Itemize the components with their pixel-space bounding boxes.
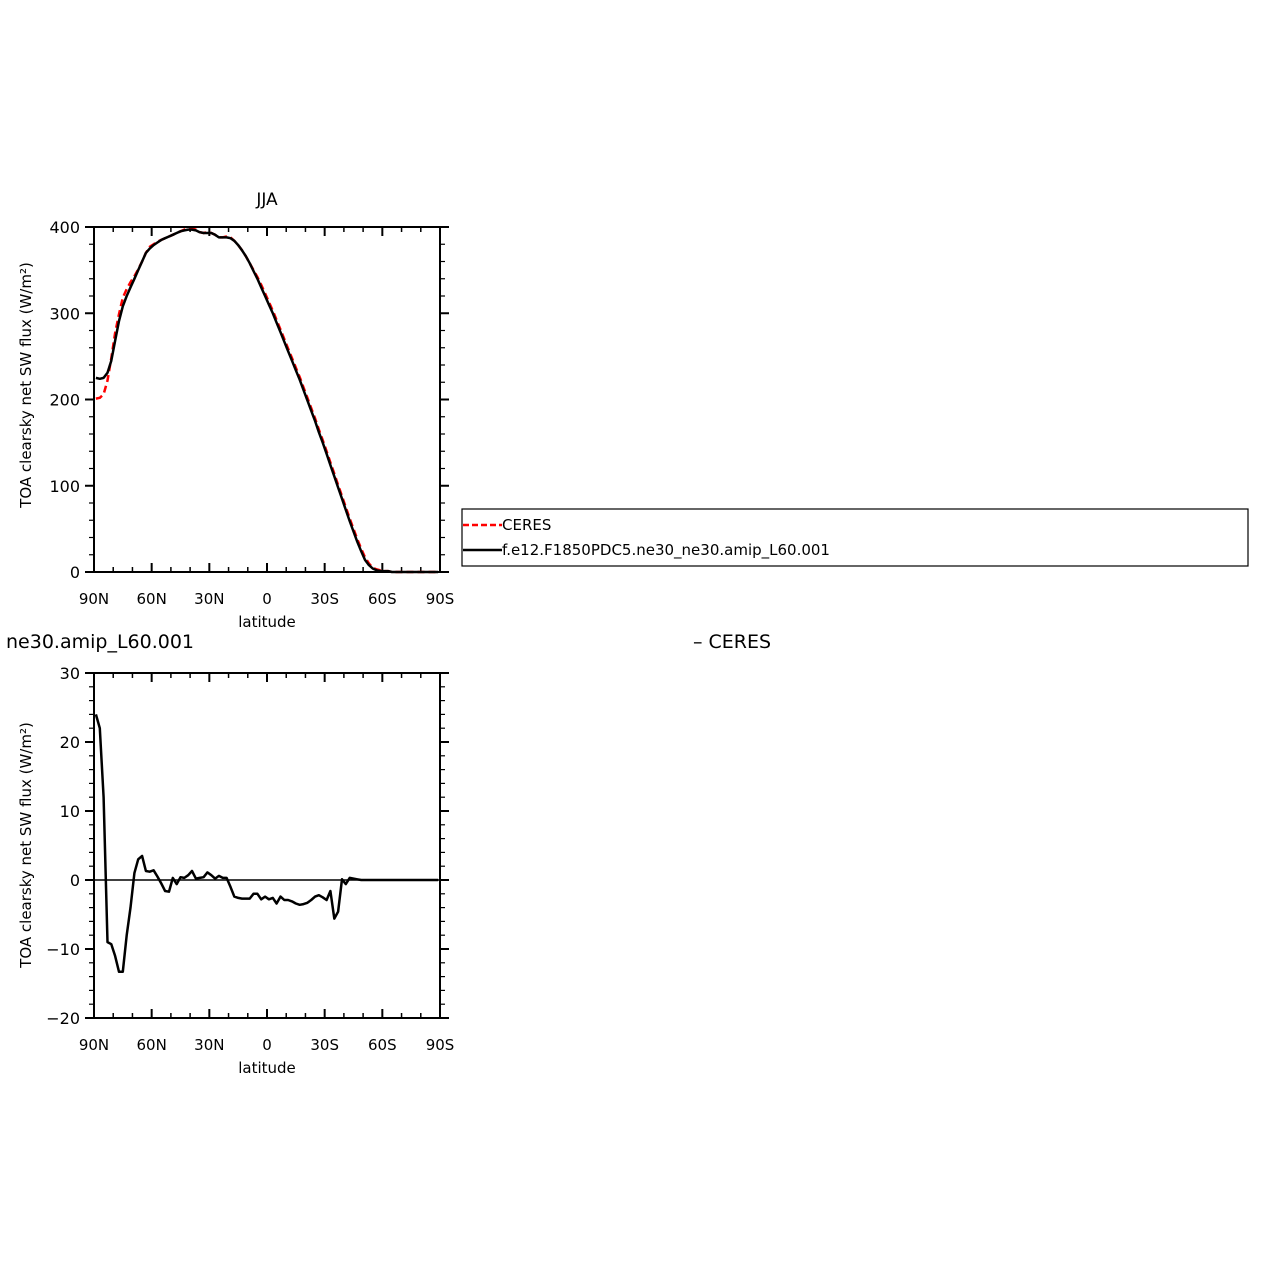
- bottom-y-tick-label: 0: [70, 871, 80, 890]
- legend-ceres-label: CERES: [502, 516, 551, 534]
- bottom-plot-frame: [93, 672, 441, 1019]
- top-x-tick-label: 0: [262, 590, 272, 608]
- top-x-axis-label: latitude: [238, 613, 296, 631]
- bottom-x-tick-label: 30N: [194, 1036, 224, 1054]
- top-x-tick-label: 60N: [137, 590, 167, 608]
- legend-box: [461, 508, 1249, 567]
- bottom-x-tick-label: 90N: [79, 1036, 109, 1054]
- top-x-tick-label: 60S: [368, 590, 397, 608]
- top-panel: JJA TOA clearsky net SW flux (W/m²) lati…: [17, 190, 454, 631]
- bottom-x-tick-label: 0: [262, 1036, 272, 1054]
- bottom-y-tick-label: 30: [60, 664, 80, 683]
- top-series-line-ceres: [95, 227, 439, 574]
- bottom-y-tick-label: 10: [60, 802, 80, 821]
- bottom-x-tick-label: 90S: [426, 1036, 455, 1054]
- top-plot-frame: [93, 226, 441, 573]
- bottom-x-axis-label: latitude: [238, 1059, 296, 1077]
- bottom-axis-ticks: 90N 60N 30N 0 30S 60S 90S −20 −10 0 10 20 30: [46, 664, 454, 1054]
- top-y-tick-label: 400: [49, 218, 80, 237]
- top-x-tick-label: 30N: [194, 590, 224, 608]
- top-axis-ticks: 90N 60N 30N 0 30S 60S 90S 0 100 200 300 400: [49, 218, 454, 608]
- bottom-x-tick-label: 60S: [368, 1036, 397, 1054]
- top-x-tick-label: 90N: [79, 590, 109, 608]
- top-series-line-f-e12-f1850pdc5-ne30-ne30-amip-l60-001: [95, 228, 439, 574]
- bottom-y-axis-label: TOA clearsky net SW flux (W/m²): [17, 722, 35, 969]
- top-x-tick-label: 90S: [426, 590, 455, 608]
- bottom-chart-title: ne30.amip_L60.001: [6, 631, 194, 653]
- legend-model-label: f.e12.F1850PDC5.ne30_ne30.amip_L60.001: [502, 541, 830, 560]
- bottom-panel: ne30.amip_L60.001 – CERES TOA clearsky n…: [6, 631, 771, 1077]
- top-y-tick-label: 200: [49, 391, 80, 410]
- bottom-y-tick-label: −10: [46, 940, 80, 959]
- bottom-y-tick-label: 20: [60, 733, 80, 752]
- bottom-chart-title-right: – CERES: [693, 631, 771, 653]
- bottom-series-line-difference: [94, 714, 439, 974]
- top-y-tick-label: 300: [49, 304, 80, 323]
- bottom-y-tick-label: −20: [46, 1009, 80, 1028]
- bottom-x-tick-label: 60N: [137, 1036, 167, 1054]
- legend: CERES f.e12.F1850PDC5.ne30_ne30.amip_L60…: [461, 508, 1249, 567]
- top-chart-title: JJA: [255, 190, 278, 210]
- top-x-tick-label: 30S: [310, 590, 339, 608]
- top-y-tick-label: 100: [49, 477, 80, 496]
- top-series-lines: [95, 227, 439, 574]
- top-y-tick-label: 0: [70, 563, 80, 582]
- top-y-axis-label: TOA clearsky net SW flux (W/m²): [17, 262, 35, 509]
- bottom-x-tick-label: 30S: [310, 1036, 339, 1054]
- bottom-series-lines: [94, 714, 439, 974]
